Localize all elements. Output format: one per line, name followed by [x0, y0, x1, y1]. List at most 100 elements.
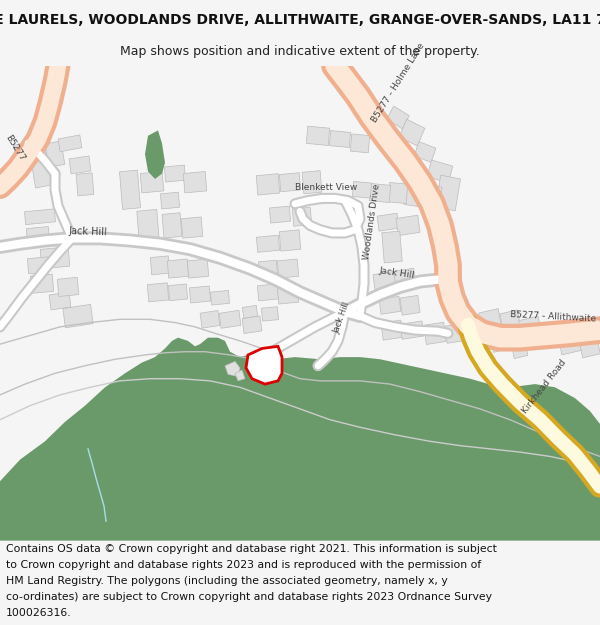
Text: Kirkhead Road: Kirkhead Road [520, 358, 568, 415]
Bar [381, 320, 403, 340]
Bar [151, 256, 170, 275]
Bar [160, 192, 179, 209]
Text: 100026316.: 100026316. [6, 608, 71, 618]
Bar [394, 268, 416, 291]
Bar [58, 278, 79, 296]
Bar [427, 160, 452, 183]
Bar [49, 292, 71, 310]
Bar [387, 106, 409, 129]
Bar [307, 126, 329, 146]
Bar [414, 142, 436, 162]
Bar [140, 171, 164, 193]
Bar [400, 321, 424, 339]
Bar [424, 322, 446, 344]
Bar [292, 208, 311, 226]
Bar [400, 296, 420, 315]
Bar [257, 284, 278, 301]
Bar [377, 213, 399, 231]
Bar [25, 209, 55, 224]
Bar [370, 112, 395, 138]
Bar [219, 311, 241, 328]
Bar [169, 284, 188, 301]
Text: B5277 - Holme Lane: B5277 - Holme Lane [370, 41, 427, 124]
Bar [373, 271, 397, 292]
Bar [69, 156, 91, 174]
Bar [491, 336, 509, 352]
Bar [279, 230, 301, 251]
Bar [262, 307, 278, 321]
Bar [256, 235, 280, 252]
Text: Woodlands Drive: Woodlands Drive [362, 182, 382, 260]
Text: Jack Hill: Jack Hill [68, 226, 107, 237]
Text: Map shows position and indicative extent of the property.: Map shows position and indicative extent… [120, 45, 480, 58]
Bar [31, 274, 53, 293]
Text: Blenkett View: Blenkett View [295, 182, 357, 192]
Bar [500, 310, 520, 329]
Bar [399, 119, 425, 146]
Bar [167, 259, 188, 278]
Bar [479, 309, 502, 330]
Bar [242, 306, 257, 318]
Bar [63, 304, 93, 328]
Bar [559, 334, 581, 355]
Bar [350, 134, 370, 152]
Bar [396, 215, 420, 236]
Bar [45, 141, 65, 168]
Text: Jack Hill: Jack Hill [332, 301, 352, 336]
Polygon shape [145, 131, 165, 179]
Bar [370, 184, 391, 203]
Bar [187, 259, 209, 278]
Bar [540, 324, 560, 342]
Bar [119, 170, 140, 209]
Text: co-ordinates) are subject to Crown copyright and database rights 2023 Ordnance S: co-ordinates) are subject to Crown copyr… [6, 592, 492, 602]
Bar [242, 316, 262, 334]
Bar [183, 171, 207, 193]
Bar [28, 257, 49, 274]
Bar [200, 311, 220, 328]
Polygon shape [0, 338, 600, 541]
Bar [512, 345, 528, 359]
Bar [269, 206, 290, 223]
Bar [259, 260, 278, 277]
Bar [181, 217, 203, 238]
Bar [211, 291, 229, 305]
Bar [137, 209, 159, 241]
Text: Contains OS data © Crown copyright and database right 2021. This information is : Contains OS data © Crown copyright and d… [6, 544, 497, 554]
Bar [382, 231, 402, 263]
Bar [76, 173, 94, 196]
Text: THE LAURELS, WOODLANDS DRIVE, ALLITHWAITE, GRANGE-OVER-SANDS, LA11 7PZ: THE LAURELS, WOODLANDS DRIVE, ALLITHWAIT… [0, 12, 600, 27]
Bar [277, 259, 299, 278]
Bar [40, 247, 70, 269]
Bar [388, 182, 408, 204]
Bar [58, 135, 82, 152]
Bar [190, 286, 211, 303]
Polygon shape [225, 361, 240, 376]
Bar [256, 174, 280, 195]
Bar [164, 165, 185, 182]
Bar [280, 173, 301, 192]
Text: to Crown copyright and database rights 2023 and is reproduced with the permissio: to Crown copyright and database rights 2… [6, 560, 481, 570]
Bar [162, 213, 182, 238]
Polygon shape [246, 346, 282, 384]
Bar [379, 296, 401, 314]
Text: HM Land Registry. The polygons (including the associated geometry, namely x, y: HM Land Registry. The polygons (includin… [6, 576, 448, 586]
Bar [31, 155, 53, 188]
Bar [436, 175, 460, 211]
Bar [329, 131, 350, 148]
Bar [148, 282, 169, 302]
Bar [422, 184, 442, 202]
Polygon shape [235, 370, 245, 381]
Bar [352, 181, 371, 198]
Bar [277, 285, 299, 304]
Polygon shape [490, 384, 600, 519]
Text: B5277 - Allithwaite Road: B5277 - Allithwaite Road [510, 310, 600, 324]
Bar [13, 138, 47, 162]
Bar [26, 226, 50, 246]
Bar [302, 171, 322, 194]
Bar [580, 339, 600, 358]
Bar [445, 324, 465, 343]
Text: Jack Hill: Jack Hill [378, 266, 415, 280]
Bar [404, 188, 426, 208]
Text: B5277: B5277 [4, 133, 26, 162]
Bar [355, 94, 381, 119]
